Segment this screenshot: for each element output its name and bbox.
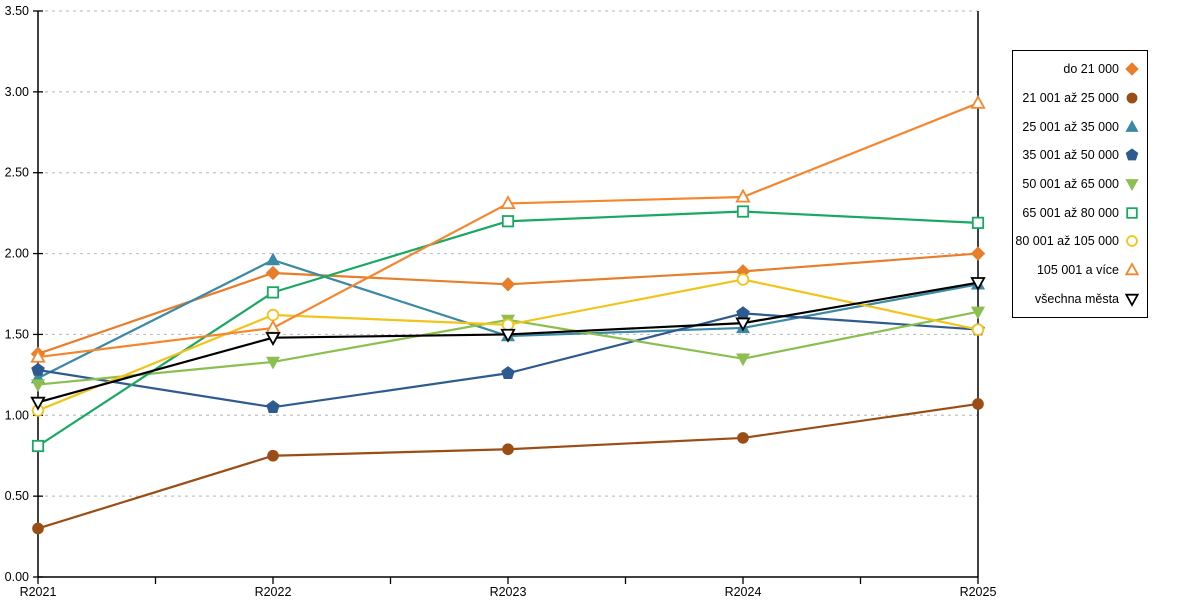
x-tick-label: R2021 <box>20 585 57 599</box>
legend-item: 25 001 až 35 000 <box>1013 119 1147 135</box>
circle-marker-icon <box>266 308 280 322</box>
triangle-down-marker-icon <box>970 306 986 320</box>
x-tick-label: R2022 <box>255 585 292 599</box>
legend-item: 35 001 až 50 000 <box>1013 147 1147 163</box>
series-line-1 <box>37 402 979 530</box>
triangle-down-marker-icon <box>30 396 46 411</box>
square-marker-icon <box>501 215 515 228</box>
circle-marker-icon <box>737 432 749 444</box>
circle-marker-icon <box>32 522 44 535</box>
triangle-down-marker-icon <box>500 328 516 343</box>
triangle-down-marker-icon <box>970 277 986 292</box>
pentagon-marker-icon <box>736 306 750 320</box>
legend-marker <box>1124 262 1140 276</box>
triangle-down-marker-icon <box>30 379 46 393</box>
triangle-up-marker-icon <box>500 195 516 210</box>
legend-marker <box>1126 235 1138 248</box>
legend-item: všechna města <box>1013 291 1147 307</box>
square-marker-icon <box>1126 206 1138 219</box>
circle-marker-icon <box>267 449 279 462</box>
y-tick-label: 2.50 <box>5 166 29 180</box>
pentagon-marker-icon <box>501 366 515 379</box>
legend-marker <box>1125 62 1139 77</box>
triangle-up-marker-icon <box>265 319 281 334</box>
legend-label: 21 001 až 25 000 <box>1022 90 1119 105</box>
circle-marker-icon <box>1126 235 1138 248</box>
triangle-up-marker-icon <box>1124 262 1140 276</box>
legend-label: 80 001 až 105 000 <box>1015 234 1119 249</box>
legend-label: 35 001 až 50 000 <box>1022 148 1119 163</box>
triangle-down-marker-icon <box>735 353 751 367</box>
square-marker-icon <box>971 216 985 229</box>
pentagon-marker-icon <box>266 400 280 413</box>
circle-marker-icon <box>736 273 750 286</box>
legend-label: 25 001 až 35 000 <box>1022 119 1119 134</box>
legend-item: 50 001 až 65 000 <box>1013 176 1147 192</box>
diamond-marker-icon <box>265 265 281 281</box>
y-tick-label: 1.00 <box>5 408 29 422</box>
square-marker-icon <box>266 286 280 299</box>
triangle-up-marker-icon <box>970 94 986 109</box>
circle-marker-icon <box>502 443 514 456</box>
x-tick-label: R2024 <box>725 585 762 599</box>
triangle-down-marker-icon <box>1124 293 1140 307</box>
legend-marker <box>1125 148 1139 161</box>
legend-marker <box>1125 119 1139 132</box>
square-marker-icon <box>31 439 45 453</box>
legend-label: 50 001 až 65 000 <box>1022 176 1119 191</box>
legend-label: do 21 000 <box>1063 62 1119 77</box>
legend-item: 65 001 až 80 000 <box>1013 205 1147 221</box>
triangle-up-marker-icon <box>1125 119 1139 132</box>
y-tick-label: 3.00 <box>5 85 29 99</box>
triangle-down-marker-icon <box>265 332 281 347</box>
y-tick-label: 3.50 <box>5 4 29 18</box>
triangle-up-marker-icon <box>30 348 46 363</box>
diamond-marker-icon <box>970 246 986 261</box>
y-tick-label: 0.50 <box>5 489 29 503</box>
legend: do 21 000 21 001 až 25 000 25 001 až 35 00… <box>1012 50 1148 318</box>
legend-label: 65 001 až 80 000 <box>1022 205 1119 220</box>
y-tick-label: 0.00 <box>5 570 29 584</box>
legend-marker <box>1125 179 1139 191</box>
pentagon-marker-icon <box>1125 148 1139 161</box>
series-line-6 <box>37 278 979 412</box>
legend-item: do 21 000 <box>1013 61 1147 77</box>
circle-marker-icon <box>971 323 985 336</box>
legend-marker <box>1126 92 1138 104</box>
pentagon-marker-icon <box>31 362 45 376</box>
circle-marker-icon <box>1126 92 1138 104</box>
y-tick-label: 2.00 <box>5 247 29 261</box>
diamond-marker-icon <box>500 277 516 292</box>
triangle-up-marker-icon <box>265 252 281 266</box>
legend-label: všechna města <box>1034 291 1119 306</box>
legend-item: 105 001 a více <box>1013 262 1147 278</box>
x-tick-label: R2025 <box>960 585 997 599</box>
legend-item: 21 001 až 25 000 <box>1013 90 1147 106</box>
triangle-down-marker-icon <box>1125 179 1139 191</box>
circle-marker-icon <box>501 318 515 331</box>
square-marker-icon <box>736 205 750 218</box>
legend-label: 105 001 a více <box>1036 262 1119 277</box>
triangle-up-marker-icon <box>735 188 751 203</box>
circle-marker-icon <box>972 398 984 410</box>
triangle-down-marker-icon <box>265 356 281 370</box>
y-tick-label: 1.50 <box>5 327 29 341</box>
legend-marker <box>1124 293 1140 307</box>
legend-item: 80 001 až 105 000 <box>1013 233 1147 249</box>
legend-marker <box>1126 206 1138 219</box>
diamond-marker-icon <box>1125 62 1139 77</box>
triangle-down-marker-icon <box>735 317 751 332</box>
x-tick-label: R2023 <box>490 585 527 599</box>
